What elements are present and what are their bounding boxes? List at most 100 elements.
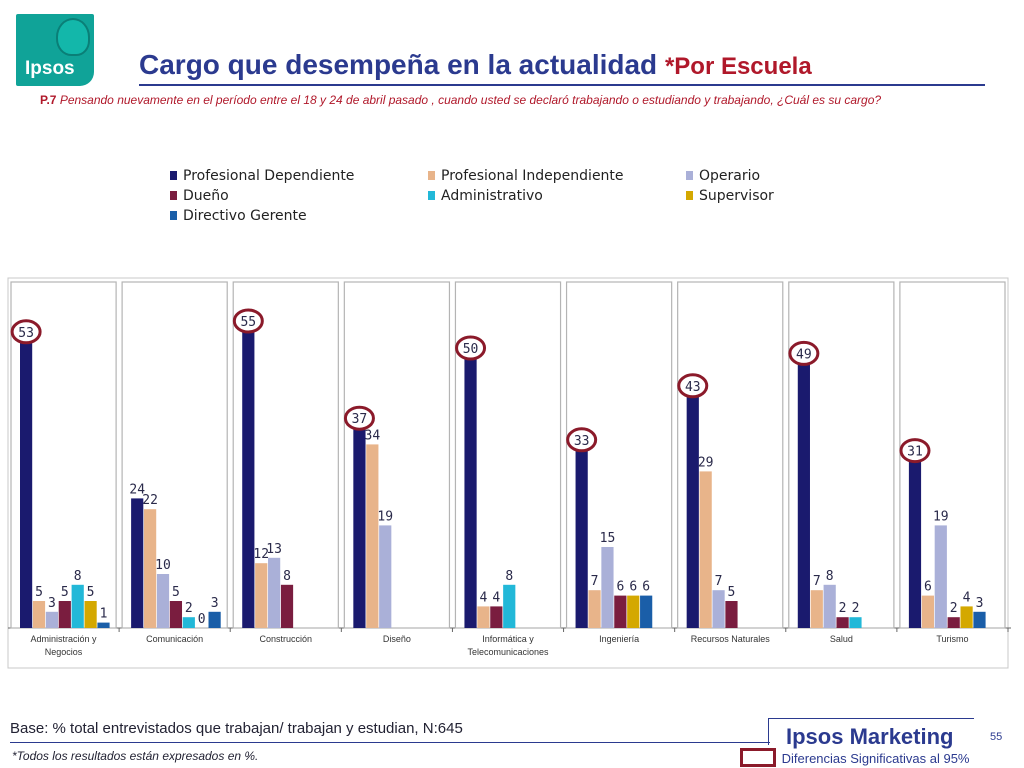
footer-divider: [10, 742, 770, 743]
data-label: 22: [142, 493, 158, 508]
bar-turismo-directivo-gerente: [973, 611, 986, 628]
data-label: 8: [283, 569, 291, 584]
significance-legend: Diferencias Significativas al 95%: [740, 748, 970, 767]
data-label: 29: [698, 455, 714, 470]
bar-construccion-profesional-independiente: [255, 563, 268, 628]
legend-label: Profesional Dependiente: [183, 168, 355, 184]
logo-text: Ipsos: [25, 58, 75, 79]
bar-recursos-naturales-dueno: [725, 601, 738, 628]
question-text: P.7 Pensando nuevamente en el período en…: [40, 92, 980, 108]
legend-swatch: [686, 191, 693, 200]
bar-ingenieria-supervisor: [627, 595, 640, 628]
data-label: 3: [211, 596, 219, 611]
bar-turismo-profesional-independiente: [921, 595, 934, 628]
data-label: 6: [629, 580, 637, 595]
category-label: Turismo: [936, 634, 968, 644]
bar-informatica-y-telecomunicaciones-profesional-independiente: [477, 606, 490, 628]
data-label: 8: [505, 569, 513, 584]
legend-label: Supervisor: [699, 188, 774, 204]
legend-item-dueno: Dueño: [170, 188, 229, 204]
legend-label: Profesional Independiente: [441, 168, 624, 184]
page-number: 55: [990, 731, 1003, 743]
data-label: 5: [728, 585, 736, 600]
bar-comunicacion-directivo-gerente: [208, 611, 221, 628]
bar-comunicacion-profesional-independiente: [144, 509, 157, 628]
data-label: 6: [924, 580, 932, 595]
data-label: 53: [18, 326, 34, 341]
bar-recursos-naturales-profesional-independiente: [699, 471, 712, 628]
title-subtitle: *Por Escuela: [664, 53, 812, 80]
bar-turismo-profesional-dependiente: [908, 460, 922, 628]
data-label: 5: [35, 585, 43, 600]
bar-construccion-operario: [268, 557, 281, 628]
data-label: 19: [377, 509, 393, 524]
bar-informatica-y-telecomunicaciones-administrativo: [503, 584, 516, 628]
data-label: 31: [907, 445, 923, 460]
title-divider: [139, 84, 985, 86]
data-label: 8: [826, 569, 834, 584]
significance-circle: [899, 438, 931, 464]
bar-administracion-y-negocios-supervisor: [84, 601, 97, 628]
significance-circle: [677, 373, 709, 399]
base-note: Base: % total entrevistados que trabajan…: [10, 720, 463, 737]
bar-diseno-profesional-independiente: [366, 444, 379, 628]
ipsos-logo: Ipsos: [16, 14, 94, 86]
category-label: Telecomunicaciones: [467, 647, 549, 657]
legend-label: Dueño: [183, 188, 229, 204]
legend-item-supervisor: Supervisor: [686, 188, 774, 204]
significance-circle: [788, 340, 820, 366]
bar-recursos-naturales-profesional-dependiente: [686, 395, 699, 628]
legend-swatch: [170, 211, 177, 220]
data-label: 19: [933, 509, 949, 524]
data-label: 34: [365, 428, 381, 443]
bar-salud-dueno: [836, 617, 849, 628]
bar-comunicacion-operario: [156, 574, 170, 628]
significance-swatch: [740, 748, 776, 767]
question-body: Pensando nuevamente en el período entre …: [59, 93, 882, 107]
legend-swatch: [686, 171, 693, 180]
bar-comunicacion-administrativo: [182, 617, 195, 628]
data-label: 7: [715, 574, 723, 589]
brand-box: [768, 718, 974, 745]
legend-item-profesional-independiente: Profesional Independiente: [428, 168, 624, 184]
data-label: 55: [240, 315, 256, 330]
data-label: 2: [839, 601, 847, 616]
significance-legend-label: Diferencias Significativas al 95%: [781, 751, 970, 766]
data-label: 2: [950, 601, 958, 616]
bar-construccion-dueno: [280, 584, 294, 628]
significance-circle: [566, 427, 598, 453]
data-label: 6: [616, 580, 624, 595]
data-label: 5: [87, 585, 95, 600]
data-label: 50: [463, 342, 479, 357]
legend-item-directivo-gerente: Directivo Gerente: [170, 208, 307, 224]
legend-label: Operario: [699, 168, 761, 184]
data-label: 5: [172, 585, 180, 600]
logo-face-icon: [56, 18, 90, 56]
bar-comunicacion-profesional-dependiente: [131, 498, 144, 628]
category-label: Administración y: [31, 634, 98, 644]
data-label: 1: [100, 607, 108, 622]
data-label: 49: [796, 347, 812, 362]
data-label: 7: [813, 574, 821, 589]
data-label: 3: [976, 596, 984, 611]
data-label: 7: [591, 574, 599, 589]
legend-swatch: [170, 191, 177, 200]
category-label: Recursos Naturales: [691, 634, 771, 644]
question-code: P.7: [40, 93, 57, 107]
category-label: Diseño: [383, 634, 411, 644]
legend-label: Directivo Gerente: [183, 208, 307, 224]
data-label: 15: [600, 531, 616, 546]
bar-turismo-supervisor: [960, 606, 973, 628]
significance-circle: [343, 405, 375, 431]
data-label: 12: [253, 547, 269, 562]
data-label: 4: [480, 590, 488, 605]
category-label: Construcción: [260, 634, 313, 644]
data-label: 8: [74, 569, 82, 584]
category-label: Informática y: [482, 634, 534, 644]
data-label: 10: [155, 558, 171, 573]
legend-swatch: [428, 191, 435, 200]
data-label: 4: [963, 590, 971, 605]
bar-salud-profesional-dependiente: [797, 363, 810, 628]
bar-turismo-operario: [934, 525, 947, 628]
